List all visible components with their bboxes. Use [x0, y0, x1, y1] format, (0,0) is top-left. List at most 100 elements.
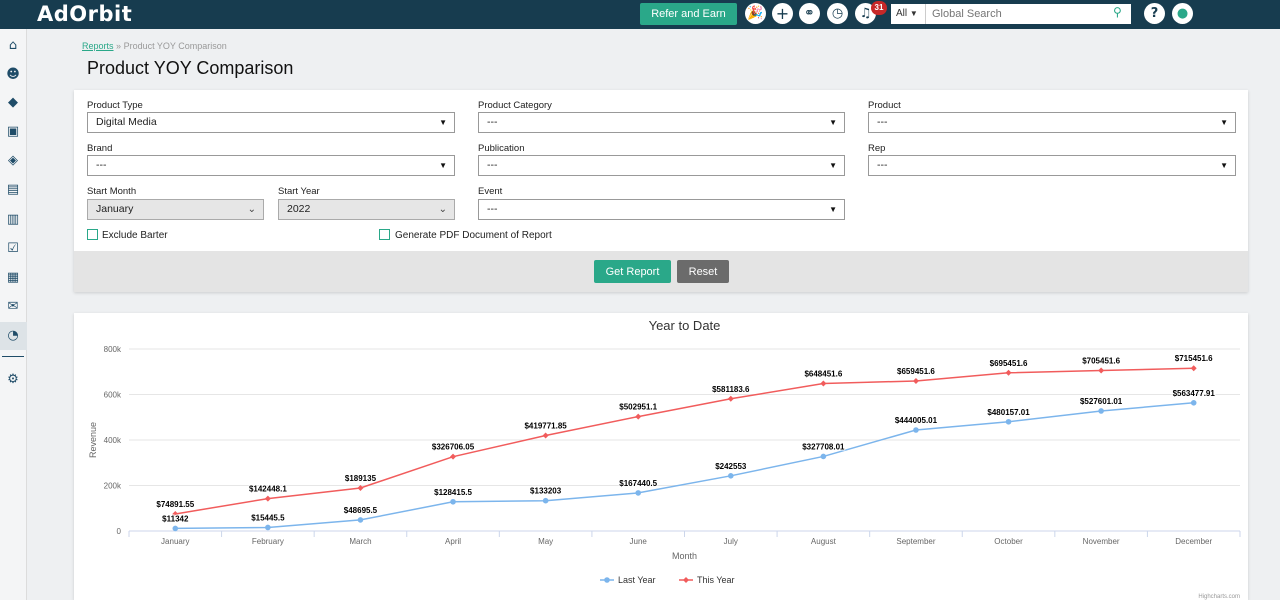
chart-title: Year to Date [649, 318, 721, 333]
brand-label: Brand [87, 143, 113, 154]
x-tick-label: September [896, 537, 935, 546]
data-point [172, 510, 179, 517]
data-label: $142448.1 [249, 485, 287, 494]
legend-item-label: This Year [697, 575, 735, 585]
data-label: $715451.6 [1175, 354, 1213, 363]
breadcrumb-current: Product YOY Comparison [123, 41, 227, 51]
sidebar: ⌂ ☻ ◆ ▣ ◈ ▤ ▥ ☑ ▦ ✉ ◔ ⚙ [0, 29, 27, 600]
bell-icon[interactable]: ♫ [855, 3, 876, 24]
series-line [175, 402, 1194, 530]
year-to-date-line-chart: Year to Date 0 200k 400k 600k 800k January Febr… [88, 318, 1241, 600]
data-label: $705451.6 [1082, 357, 1120, 366]
start-year-select[interactable]: 2022 ⌄ [278, 199, 455, 220]
x-tick-label: November [1083, 537, 1120, 546]
page-title: Product YOY Comparison [87, 58, 294, 78]
notification-count-badge: 31 [871, 1, 887, 15]
start-month-select[interactable]: January ⌄ [87, 199, 264, 220]
user-icon[interactable]: ● [1172, 3, 1193, 24]
data-point [912, 377, 919, 384]
handshake-icon[interactable]: ◆ [8, 95, 18, 110]
data-label: $11342 [162, 514, 189, 523]
get-report-button[interactable]: Get Report [594, 260, 671, 283]
refer-and-earn-button[interactable]: Refer and Earn [640, 3, 737, 25]
reset-button[interactable]: Reset [677, 260, 729, 283]
search-scope-select[interactable]: All ▼ [891, 4, 926, 24]
finance-icon[interactable]: ▥ [6, 212, 20, 227]
data-label: $15445.5 [251, 513, 285, 522]
word-doc-icon[interactable]: ▦ [6, 270, 20, 285]
breadcrumb-link-reports[interactable]: Reports [82, 41, 114, 51]
data-point [265, 524, 271, 531]
x-tick-label: May [538, 537, 553, 546]
caret-down-icon: ▼ [829, 118, 837, 127]
top-navigation-bar: AdOrbit Refer and Earn 🎉 + ⚭ ◷ ♫ 31 All … [0, 0, 1280, 29]
data-point [542, 432, 549, 439]
data-label: $581183.6 [712, 385, 750, 394]
document-icon[interactable]: ▤ [6, 182, 20, 197]
product-select[interactable]: --- ▼ [868, 112, 1236, 133]
search-icon[interactable]: ⚲ [1113, 5, 1122, 19]
media-icon[interactable]: ▣ [6, 124, 20, 139]
caret-down-icon: ▼ [439, 161, 447, 170]
link-icon[interactable]: ⚭ [799, 3, 820, 24]
publication-select[interactable]: --- ▼ [478, 155, 845, 176]
sidebar-active-highlight [0, 322, 27, 350]
product-label: Product [868, 100, 901, 111]
data-point [727, 395, 734, 402]
data-label: $189135 [345, 474, 377, 483]
global-search-input[interactable] [926, 4, 1131, 24]
clipboard-icon[interactable]: ☑ [7, 241, 19, 256]
contacts-icon[interactable]: ☻ [6, 67, 20, 82]
clock-icon[interactable]: ◷ [827, 3, 848, 24]
y-tick-label: 800k [104, 345, 122, 354]
product-category-label: Product Category [478, 100, 552, 111]
help-icon[interactable]: ? [1144, 3, 1165, 24]
data-point [542, 497, 549, 504]
tag-icon[interactable]: ◈ [8, 153, 18, 168]
chevron-down-icon: ▼ [909, 9, 918, 18]
data-point [172, 525, 179, 532]
x-tick-label: August [811, 537, 837, 546]
exclude-barter-checkbox[interactable] [87, 229, 98, 240]
event-value: --- [487, 203, 498, 215]
x-tick-label: April [445, 537, 461, 546]
series-line [175, 367, 1194, 515]
data-label: $527601.01 [1080, 397, 1123, 406]
data-point [820, 380, 827, 387]
exclude-barter-label: Exclude Barter [102, 230, 168, 241]
event-select[interactable]: --- ▼ [478, 199, 845, 220]
product-category-select[interactable]: --- ▼ [478, 112, 845, 133]
x-tick-label: June [630, 537, 648, 546]
reports-icon[interactable]: ◔ [7, 328, 19, 343]
rep-select[interactable]: --- ▼ [868, 155, 1236, 176]
data-point [1098, 367, 1105, 374]
mail-icon[interactable]: ✉ [7, 299, 19, 314]
data-label: $74891.55 [156, 500, 194, 509]
brand-select[interactable]: --- ▼ [87, 155, 455, 176]
product-type-select[interactable]: Digital Media ▼ [87, 112, 455, 133]
plus-icon[interactable]: + [772, 3, 793, 24]
rep-value: --- [877, 159, 888, 171]
party-icon[interactable]: 🎉 [745, 3, 766, 24]
data-point [1005, 369, 1012, 376]
data-label: $167440.5 [619, 479, 657, 488]
data-point [357, 517, 364, 523]
data-label: $502951.1 [619, 403, 657, 412]
y-tick-label: 0 [117, 527, 122, 536]
legend-swatch-marker [604, 577, 610, 583]
app-logo[interactable]: AdOrbit [37, 2, 133, 26]
home-icon[interactable]: ⌂ [8, 38, 18, 53]
chevron-down-icon: ⌄ [438, 204, 447, 215]
generate-pdf-checkbox[interactable] [379, 229, 390, 240]
data-label: $419771.85 [524, 422, 567, 431]
publication-label: Publication [478, 143, 525, 154]
filter-panel: Product Type Digital Media ▼ Product Cat… [74, 90, 1248, 292]
x-tick-label: July [724, 537, 738, 546]
start-year-value: 2022 [287, 203, 311, 215]
data-label: $242553 [715, 462, 747, 471]
data-label: $695451.6 [990, 359, 1028, 368]
y-tick-label: 200k [104, 482, 122, 491]
settings-icon[interactable]: ⚙ [7, 372, 19, 387]
data-label: $326706.05 [432, 443, 475, 452]
breadcrumb: Reports » Product YOY Comparison [82, 41, 227, 51]
